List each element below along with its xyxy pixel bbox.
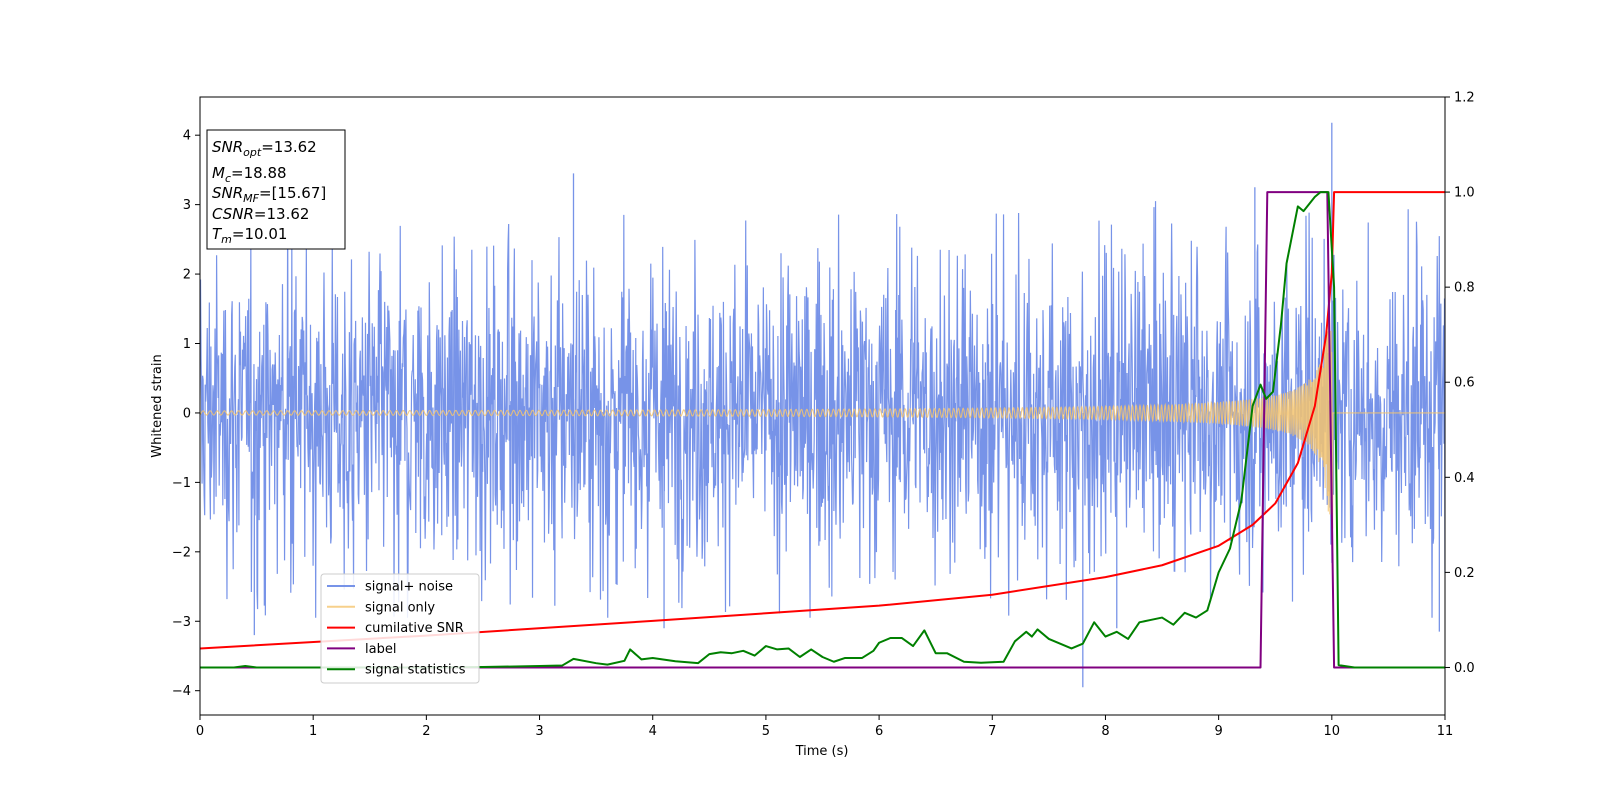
series-signal-only: [200, 288, 1445, 529]
info-line: SNRopt=13.62: [212, 138, 317, 159]
y-right-tick-label: 1.0: [1454, 186, 1475, 201]
info-box: SNRopt=13.62 Mc=18.88SNRMF=[15.67]CSNR=13…: [206, 129, 346, 250]
x-tick-label: 7: [988, 724, 996, 739]
y-axis-label: Whitened strain: [150, 354, 165, 457]
y-right-tick-label: 0.2: [1454, 566, 1475, 581]
y-left-tick-label: −2: [172, 545, 191, 560]
y-right-tick-label: 0.8: [1454, 281, 1475, 296]
info-line: SNRMF=[15.67]: [212, 184, 326, 205]
legend-item: cumilative SNR: [327, 621, 464, 636]
y-left-tick-label: −4: [172, 684, 191, 699]
axes-ticks: 0 1 2 3 4 5 6 7 8 9 10 11 −4 −3 −2 −1 0 1 2 3 4 0.0 0.2 0.4 0.6 0…: [172, 91, 1475, 740]
legend-frame: [320, 573, 480, 684]
x-tick-label: 10: [1324, 724, 1341, 739]
legend-label: signal only: [365, 600, 435, 615]
legend-item: signal statistics: [327, 663, 466, 678]
y-left-tick-label: −3: [172, 615, 191, 630]
x-tick-label: 8: [1101, 724, 1109, 739]
series-signal-statistics: [200, 191, 1445, 669]
legend-label: cumilative SNR: [365, 621, 464, 636]
info-line: Mc=18.88: [212, 164, 287, 185]
plot-frame: [199, 96, 1446, 716]
y-right-tick-label: 0.0: [1454, 661, 1475, 676]
info-line: Tm=10.01: [212, 225, 287, 246]
x-tick-label: 11: [1437, 724, 1454, 739]
legend-label: signal+ noise: [365, 580, 453, 595]
x-tick-label: 1: [309, 724, 317, 739]
x-tick-label: 4: [649, 724, 657, 739]
legend-item: signal only: [327, 600, 435, 615]
legend-label: signal statistics: [365, 663, 466, 678]
info-line: CSNR=13.62: [212, 205, 309, 223]
y-right-tick-label: 1.2: [1454, 91, 1475, 106]
y-right-tick-label: 0.4: [1454, 471, 1475, 486]
x-axis-label: Time (s): [795, 744, 849, 759]
y-left-tick-label: 2: [183, 268, 191, 283]
legend: signal+ noise signal only cumilative SNR la…: [320, 573, 480, 684]
y-left-tick-label: 0: [183, 406, 191, 421]
y-left-tick-label: 4: [183, 129, 191, 144]
x-tick-label: 6: [875, 724, 883, 739]
x-tick-label: 9: [1214, 724, 1222, 739]
x-tick-label: 5: [762, 724, 770, 739]
x-tick-label: 2: [422, 724, 430, 739]
x-tick-label: 3: [535, 724, 543, 739]
y-left-tick-label: −1: [172, 476, 191, 491]
y-right-tick-label: 0.6: [1454, 376, 1475, 391]
x-tick-label: 0: [196, 724, 204, 739]
y-left-tick-label: 3: [183, 198, 191, 213]
legend-label: label: [365, 642, 396, 657]
info-box-frame: [206, 129, 346, 250]
legend-item: label: [327, 642, 396, 657]
plot-area: [200, 122, 1445, 688]
y-left-tick-label: 1: [183, 337, 191, 352]
legend-item: signal+ noise: [327, 580, 453, 595]
